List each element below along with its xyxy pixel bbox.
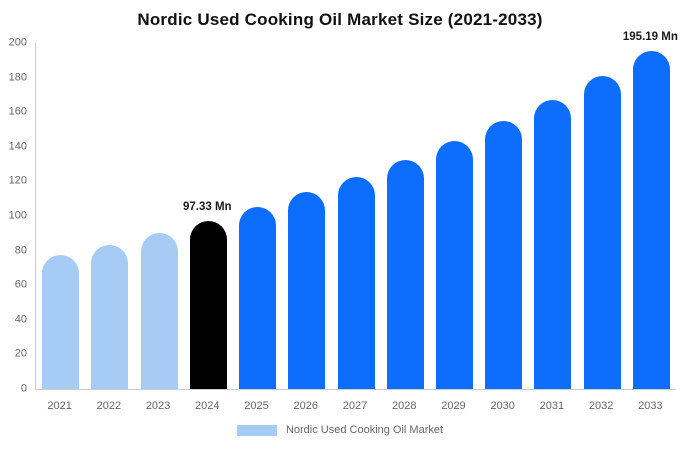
value-label-2033: 195.19 Mn [622, 31, 678, 44]
bar-2031 [534, 99, 572, 389]
value-label-2024: 97.33 Mn [183, 200, 232, 213]
x-tick-label-2021: 2021 [47, 400, 72, 412]
bar-2025 [239, 207, 277, 389]
x-tick-label-2024: 2024 [195, 400, 220, 412]
x-tick-label-2030: 2030 [490, 400, 515, 412]
y-tick-label-100: 100 [8, 209, 27, 222]
chart-title: Nordic Used Cooking Oil Market Size (202… [137, 10, 543, 29]
x-tick-label-2028: 2028 [391, 400, 417, 412]
x-tick-label-2029: 2029 [441, 400, 466, 412]
y-tick-label-20: 20 [14, 347, 27, 360]
y-tick-label-200: 200 [8, 36, 27, 49]
y-tick-label-80: 80 [14, 244, 27, 257]
y-tick-label-140: 140 [8, 140, 27, 153]
y-tick-label-60: 60 [14, 278, 27, 291]
y-tick-label-120: 120 [8, 174, 27, 187]
bar-2029 [435, 141, 473, 389]
x-tick-label-2026: 2026 [293, 400, 318, 412]
y-tick-label-160: 160 [8, 105, 27, 118]
plot-area [35, 43, 676, 390]
y-tick-label-0: 0 [20, 382, 27, 395]
bar-2027 [337, 176, 375, 389]
y-tick-label-180: 180 [8, 71, 27, 84]
x-tick-label-2032: 2032 [588, 400, 614, 412]
x-tick-label-2031: 2031 [539, 400, 565, 412]
x-tick-label-2022: 2022 [96, 400, 122, 412]
y-tick-label-40: 40 [14, 313, 27, 326]
bar-2026 [288, 192, 326, 389]
legend-swatch [236, 425, 277, 436]
legend: Nordic Used Cooking Oil Market [0, 425, 680, 436]
x-tick-label-2033: 2033 [638, 400, 663, 412]
bar-2030 [485, 121, 523, 389]
bar-2021 [42, 255, 80, 389]
bar-2022 [91, 244, 129, 389]
legend-label: Nordic Used Cooking Oil Market [285, 424, 444, 436]
bar-2033 [632, 51, 670, 389]
x-tick-label-2025: 2025 [244, 400, 269, 412]
bar-2023 [140, 233, 178, 389]
bar-2032 [583, 76, 621, 389]
bar-2024 [189, 220, 227, 389]
x-tick-label-2023: 2023 [145, 400, 171, 412]
x-tick-label-2027: 2027 [342, 400, 368, 412]
bar-2028 [386, 159, 424, 389]
